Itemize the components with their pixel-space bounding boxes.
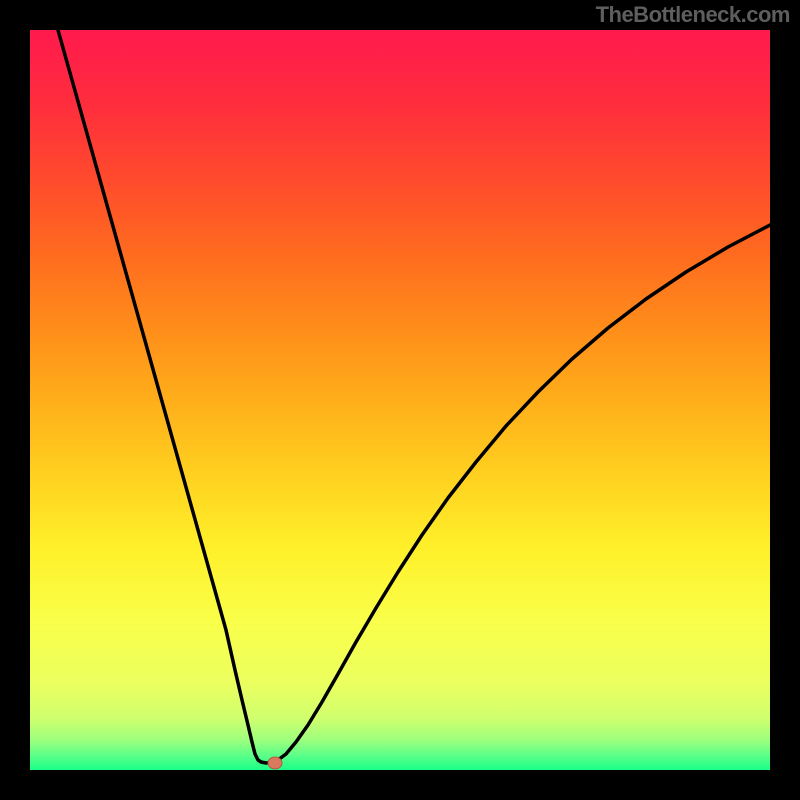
watermark-text: TheBottleneck.com [596,2,790,28]
minimum-marker [268,757,282,769]
bottleneck-curve [58,30,770,763]
chart-frame: TheBottleneck.com [0,0,800,800]
plot-area [30,30,770,770]
curve-layer [30,30,770,770]
